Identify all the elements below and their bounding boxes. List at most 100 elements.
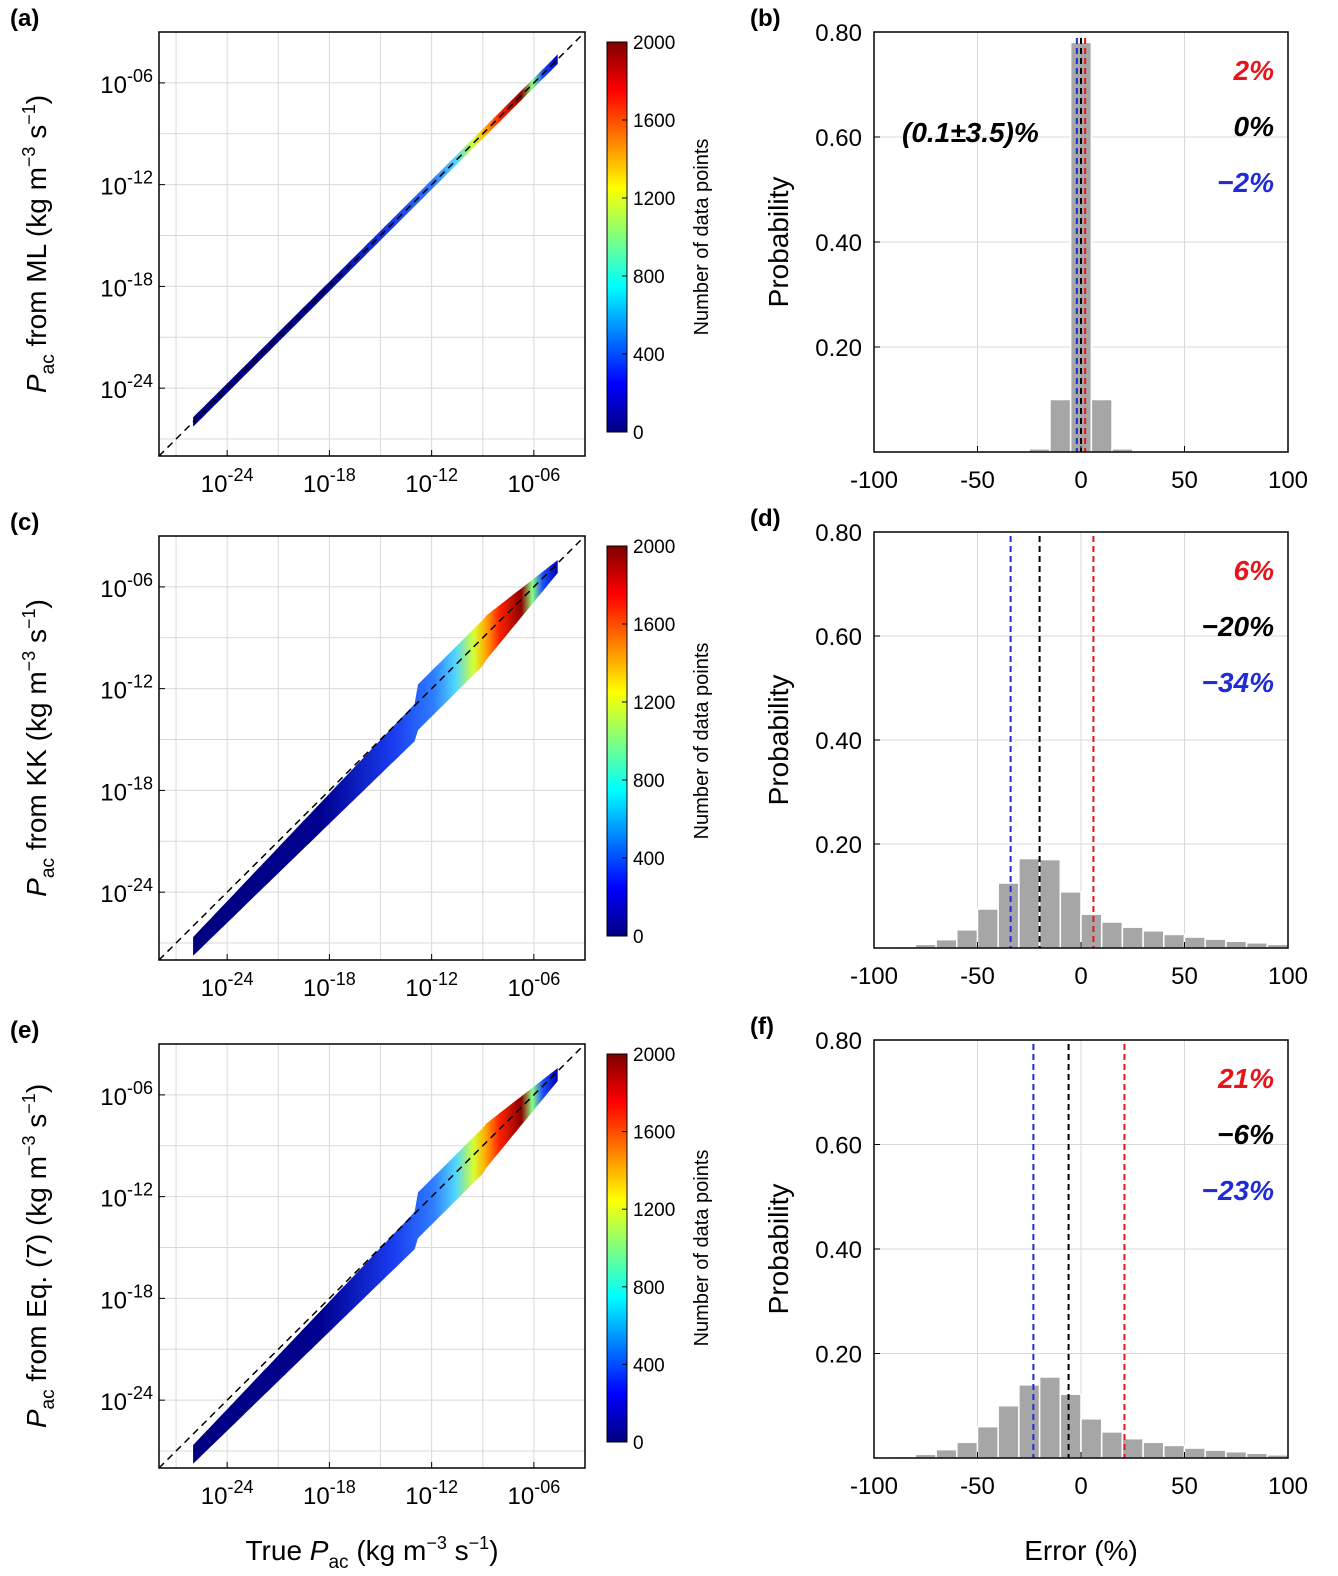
y-tick-label: 0.40	[815, 728, 862, 755]
colorbar-tick-label: 2000	[633, 1045, 675, 1066]
y-tick-label: 10-18	[100, 1281, 153, 1314]
y-tick-label: 0.60	[815, 624, 862, 651]
histogram-bar	[1038, 1376, 1062, 1459]
axes-box	[158, 535, 586, 961]
x-tick-label: 10-24	[201, 1477, 254, 1510]
colorbar-tick-label: 1200	[633, 1200, 675, 1221]
y-tick-label: 0.60	[815, 125, 862, 152]
colorbar	[606, 545, 628, 937]
histogram-bar	[1100, 1431, 1124, 1459]
y-tick-label: 0.80	[815, 20, 862, 47]
histogram-panel-f: -100 -50 0 50 100 0.20 0.40 0.60 0.80 21% −6% −23% (…	[750, 1013, 1308, 1500]
panel-label-c: (c)	[10, 509, 39, 536]
histogram-bar	[1038, 858, 1062, 949]
histogram-bar	[1100, 921, 1124, 949]
colorbar-tick-label: 1200	[633, 693, 675, 714]
annotation-0: 2%	[1233, 55, 1275, 86]
x-tick-label: 10-18	[303, 969, 356, 1002]
colorbar-tick-label: 800	[633, 1278, 665, 1299]
scatter-panel-e: 10-24 10-18 10-12 10-06 10-24 10-18 10-12 10-06…	[10, 1017, 713, 1510]
mean-std-annotation: (0.1±3.5)%	[902, 117, 1039, 148]
y-axis-label: Probability	[763, 177, 794, 308]
colorbar	[606, 1053, 628, 1443]
one-to-one-line	[158, 31, 586, 457]
x-tick-label: -50	[960, 963, 995, 990]
x-tick-label: 0	[1074, 467, 1087, 494]
y-axis-label: Pac from KK (kg m−3 s−1)	[19, 599, 59, 897]
y-tick-label: 0.40	[815, 1237, 862, 1264]
histogram-bar	[1142, 930, 1165, 949]
x-tick-label: 10-18	[303, 1477, 356, 1510]
colorbar-label: Number of data points	[691, 1150, 713, 1347]
histogram-bar	[997, 882, 1020, 949]
annotation-0: 6%	[1234, 555, 1275, 586]
x-tick-label: 10-12	[405, 465, 458, 498]
y-tick-label: 10-18	[100, 773, 153, 806]
histogram-bar	[1163, 933, 1186, 949]
histogram-bar	[1121, 926, 1144, 949]
panel-label-d: (d)	[750, 505, 781, 532]
panel-label-b: (b)	[750, 5, 781, 32]
colorbar-tick-label: 400	[633, 1355, 665, 1376]
y-tick-label: 0.80	[815, 520, 862, 547]
colorbar-tick-label: 1200	[633, 189, 675, 210]
colorbar-tick-label: 400	[633, 849, 665, 870]
scatter-panel-c: 10-24 10-18 10-12 10-06 10-24 10-18 10-12 10-06…	[10, 509, 713, 1002]
y-tick-label: 10-12	[100, 168, 153, 201]
colorbar-label: Number of data points	[691, 643, 713, 840]
histogram-bar	[1204, 938, 1227, 949]
panel-label-f: (f)	[750, 1013, 774, 1040]
colorbar-tick-label: 1600	[633, 615, 675, 636]
y-axis-label: Probability	[763, 675, 794, 806]
annotation-1: −20%	[1202, 611, 1274, 642]
histogram-bar	[976, 1425, 999, 1459]
y-tick-label: 10-24	[100, 875, 153, 908]
x-tick-label: 10-24	[201, 969, 254, 1002]
histogram-bar	[1245, 942, 1269, 949]
y-tick-label: 10-12	[100, 1180, 153, 1213]
x-tick-label: 50	[1171, 1473, 1198, 1500]
y-tick-label: 10-06	[100, 1078, 153, 1111]
histogram-bar	[1163, 1444, 1186, 1459]
annotation-2: −34%	[1202, 667, 1274, 698]
annotation-1: −6%	[1217, 1119, 1274, 1150]
colorbar-tick-label: 2000	[633, 537, 675, 558]
colorbar-tick-label: 0	[633, 1433, 644, 1454]
annotation-2: −2%	[1217, 167, 1274, 198]
histogram-bar	[997, 1405, 1020, 1459]
panel-label-e: (e)	[10, 1017, 39, 1044]
x-tick-label: 10-06	[508, 465, 561, 498]
x-tick-label: -50	[960, 467, 995, 494]
x-tick-label: 100	[1268, 1473, 1308, 1500]
y-tick-label: 0.40	[815, 230, 862, 257]
histogram-panel-d: -100 -50 0 50 100 0.20 0.40 0.60 0.80 6% −20% −34% (…	[750, 505, 1308, 990]
histogram-bar	[1204, 1449, 1227, 1459]
y-tick-label: 10-06	[100, 570, 153, 603]
histogram-bar	[1018, 857, 1041, 949]
x-tick-label: 10-12	[405, 969, 458, 1002]
y-tick-label: 0.80	[815, 1028, 862, 1055]
annotation-1: 0%	[1234, 111, 1275, 142]
x-tick-label: 0	[1074, 1473, 1087, 1500]
x-tick-label: 100	[1268, 467, 1308, 494]
panel-label-a: (a)	[10, 5, 39, 32]
x-tick-label: -100	[850, 963, 898, 990]
y-tick-label: 10-24	[100, 1383, 153, 1416]
histogram-bar	[1090, 398, 1113, 453]
histogram-bar	[1018, 1384, 1041, 1459]
y-tick-label: 10-06	[100, 66, 153, 99]
axes-box	[158, 31, 586, 457]
x-tick-label: 0	[1074, 963, 1087, 990]
data-points-cloud	[193, 1068, 558, 1464]
colorbar-tick-label: 1600	[633, 111, 675, 132]
x-tick-label: 10-06	[508, 1477, 561, 1510]
histogram-bar	[1225, 1450, 1248, 1459]
y-tick-label: 10-12	[100, 672, 153, 705]
histogram-bar	[1183, 936, 1206, 949]
histogram-bar	[1121, 1437, 1144, 1459]
x-tick-label: 100	[1268, 963, 1308, 990]
colorbar-tick-label: 800	[633, 267, 665, 288]
y-tick-label: 0.60	[815, 1133, 862, 1160]
colorbar-tick-label: 2000	[633, 33, 675, 54]
